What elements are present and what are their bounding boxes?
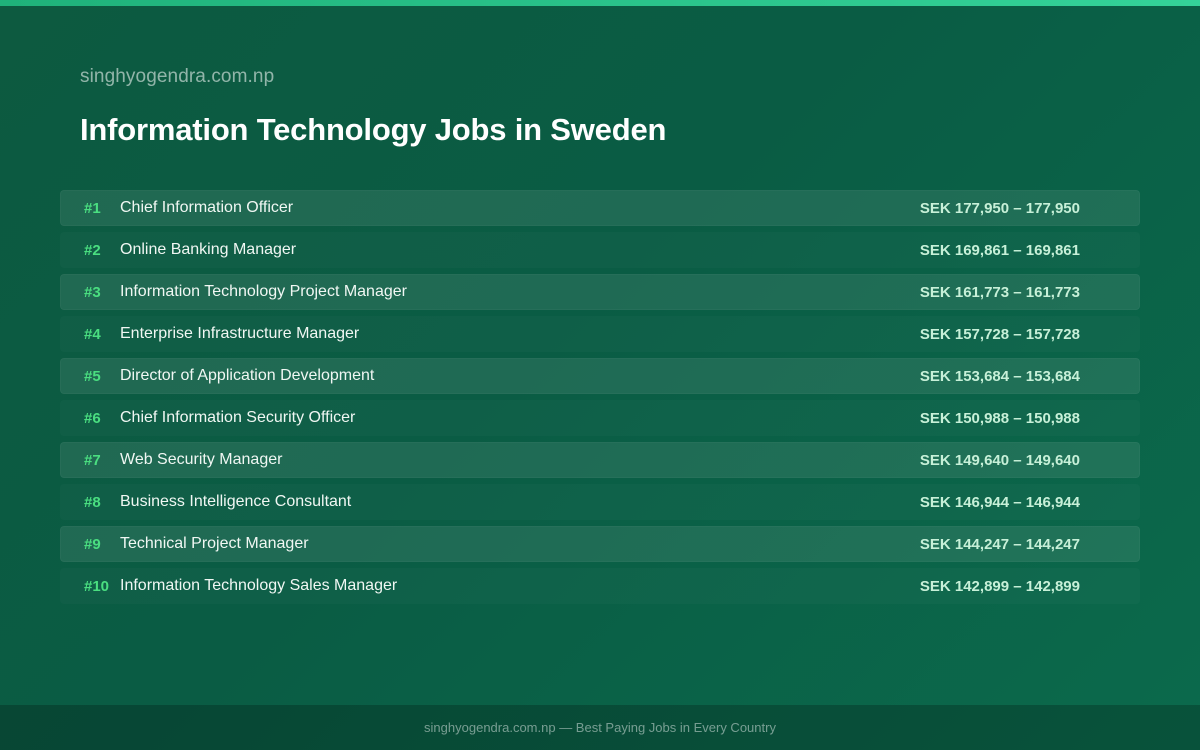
page-title: Information Technology Jobs in Sweden bbox=[80, 112, 667, 147]
job-salary: SEK 161,773 – 161,773 bbox=[919, 283, 1080, 301]
job-row: #6 Chief Information Security Officer SE… bbox=[60, 400, 1140, 436]
job-rank: #7 bbox=[84, 451, 101, 469]
footer: singhyogendra.com.np — Best Paying Jobs … bbox=[0, 705, 1200, 750]
job-rank: #4 bbox=[84, 325, 101, 343]
job-rank: #5 bbox=[84, 367, 101, 385]
job-title: Technical Project Manager bbox=[120, 535, 309, 552]
job-row: #1 Chief Information Officer SEK 177,950… bbox=[60, 190, 1140, 226]
job-title: Director of Application Development bbox=[120, 367, 375, 384]
job-rank: #10 bbox=[84, 577, 110, 595]
job-rank: #1 bbox=[84, 199, 101, 217]
job-rank: #2 bbox=[84, 241, 101, 259]
job-salary: SEK 153,684 – 153,684 bbox=[919, 367, 1080, 385]
job-title: Chief Information Security Officer bbox=[120, 409, 356, 426]
job-rank: #9 bbox=[84, 535, 101, 553]
job-rank: #8 bbox=[84, 493, 101, 511]
job-row: #4 Enterprise Infrastructure Manager SEK… bbox=[60, 316, 1140, 352]
job-salary: SEK 144,247 – 144,247 bbox=[919, 535, 1080, 553]
job-salary: SEK 150,988 – 150,988 bbox=[919, 409, 1080, 427]
job-salary: SEK 177,950 – 177,950 bbox=[919, 199, 1080, 217]
job-row: #7 Web Security Manager SEK 149,640 – 14… bbox=[60, 442, 1140, 478]
job-row: #3 Information Technology Project Manage… bbox=[60, 274, 1140, 310]
job-rank: #3 bbox=[84, 283, 101, 301]
job-title: Web Security Manager bbox=[120, 451, 283, 468]
job-rank: #6 bbox=[84, 409, 101, 427]
job-salary: SEK 142,899 – 142,899 bbox=[919, 577, 1080, 595]
job-salary: SEK 157,728 – 157,728 bbox=[919, 325, 1080, 343]
job-row: #5 Director of Application Development S… bbox=[60, 358, 1140, 394]
job-salary: SEK 169,861 – 169,861 bbox=[919, 241, 1080, 259]
site-name: singhyogendra.com.np bbox=[80, 66, 275, 87]
job-salary: SEK 149,640 – 149,640 bbox=[919, 451, 1080, 469]
job-salary: SEK 146,944 – 146,944 bbox=[919, 493, 1080, 511]
job-title: Enterprise Infrastructure Manager bbox=[120, 325, 360, 342]
job-title: Online Banking Manager bbox=[120, 241, 297, 258]
job-row: #2 Online Banking Manager SEK 169,861 – … bbox=[60, 232, 1140, 268]
job-row: #8 Business Intelligence Consultant SEK … bbox=[60, 484, 1140, 520]
job-list: #1 Chief Information Officer SEK 177,950… bbox=[60, 190, 1140, 610]
job-title: Business Intelligence Consultant bbox=[120, 493, 352, 510]
job-title: Chief Information Officer bbox=[120, 199, 294, 216]
footer-text: singhyogendra.com.np — Best Paying Jobs … bbox=[424, 720, 776, 735]
top-accent-bar bbox=[0, 0, 1200, 6]
job-title: Information Technology Project Manager bbox=[120, 283, 407, 300]
job-title: Information Technology Sales Manager bbox=[120, 577, 398, 594]
job-row: #9 Technical Project Manager SEK 144,247… bbox=[60, 526, 1140, 562]
job-row: #10 Information Technology Sales Manager… bbox=[60, 568, 1140, 604]
